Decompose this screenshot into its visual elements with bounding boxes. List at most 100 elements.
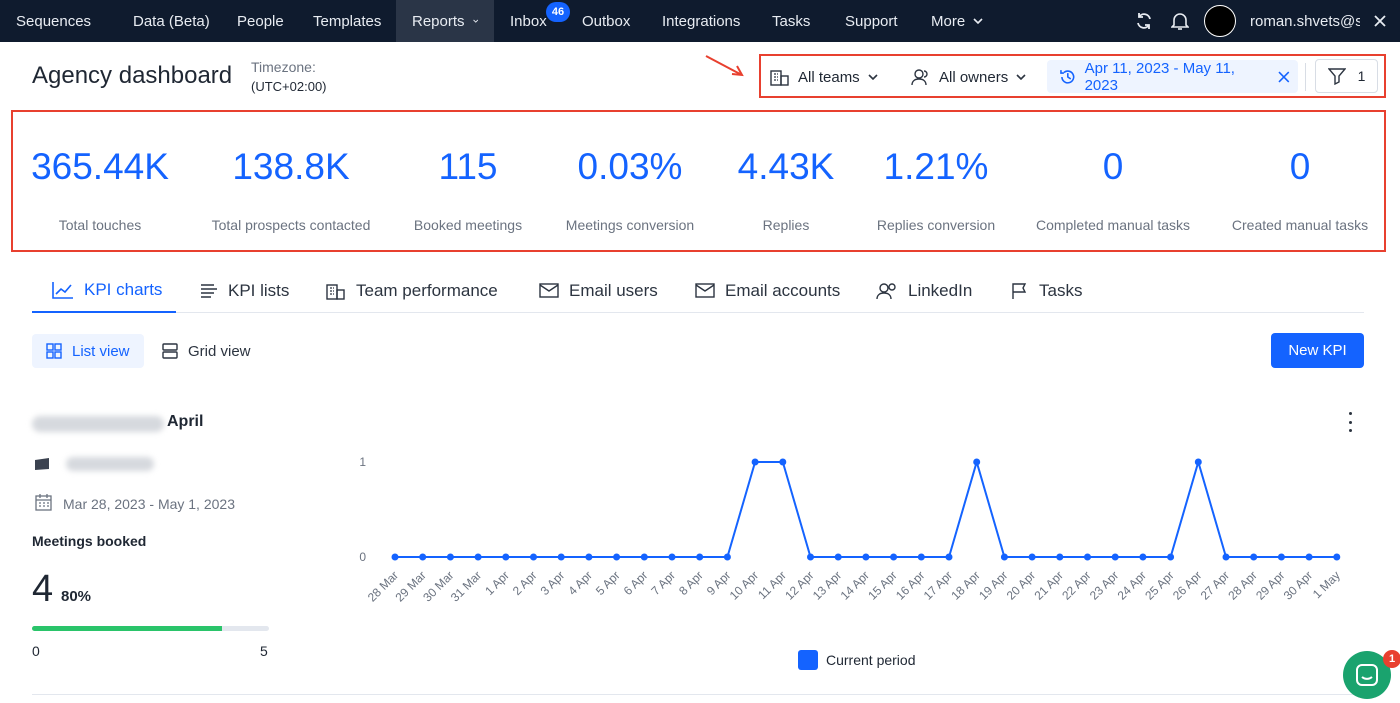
tab-team-performance[interactable]: Team performance	[326, 268, 498, 313]
y-tick-label: 0	[359, 550, 366, 564]
data-point[interactable]	[1139, 553, 1147, 561]
data-point[interactable]	[1333, 553, 1341, 561]
tab-tasks[interactable]: Tasks	[1011, 268, 1082, 313]
kpi-label: Total touches	[58, 217, 142, 233]
data-point[interactable]	[1084, 553, 1091, 561]
x-tick-label: 11 Apr	[755, 568, 789, 602]
x-tick-label: 16 Apr	[893, 568, 927, 602]
nav-reports[interactable]: Reports	[396, 0, 494, 42]
x-tick-label: 22 Apr	[1059, 568, 1093, 602]
x-tick-label: 25 Apr	[1142, 568, 1176, 602]
user-name[interactable]: roman.shvets@s...	[1250, 12, 1360, 30]
data-point[interactable]	[640, 553, 648, 561]
data-point[interactable]	[696, 553, 704, 561]
data-point[interactable]	[391, 553, 399, 561]
x-tick-label: 15 Apr	[865, 568, 899, 602]
data-point[interactable]	[890, 553, 898, 561]
refresh-icon[interactable]	[1126, 0, 1162, 42]
data-point[interactable]	[1305, 553, 1313, 561]
x-tick-label: 8 Apr	[676, 568, 706, 598]
nav-templates[interactable]: Templates	[297, 0, 396, 42]
nav-people[interactable]: People	[221, 0, 297, 42]
data-point[interactable]	[557, 553, 565, 561]
blurred-owner	[66, 457, 154, 471]
x-tick-label: 28 Apr	[1225, 568, 1259, 602]
inbox-count-badge: 46	[546, 2, 570, 22]
list-icon	[201, 283, 217, 298]
nav-label: Templates	[313, 12, 382, 30]
annotation-arrow-icon	[705, 55, 744, 77]
folder-icon	[35, 458, 49, 470]
nav-inbox[interactable]: Inbox 46	[494, 0, 570, 42]
data-point[interactable]	[1194, 458, 1202, 466]
legend-label: Current period	[826, 652, 916, 668]
nav-label: Inbox	[510, 12, 547, 30]
data-point[interactable]	[1111, 553, 1119, 561]
tab-email-users[interactable]: Email users	[539, 268, 658, 313]
tab-linkedin[interactable]: LinkedIn	[876, 268, 972, 313]
data-point[interactable]	[585, 553, 593, 561]
chevron-down-icon	[868, 74, 878, 80]
rows-icon	[162, 343, 178, 359]
data-point[interactable]	[530, 553, 537, 561]
data-point[interactable]	[1000, 553, 1008, 561]
bell-icon[interactable]	[1162, 0, 1198, 42]
data-point[interactable]	[723, 553, 731, 561]
data-point[interactable]	[1167, 553, 1175, 561]
date-range-filter[interactable]: Apr 11, 2023 - May 11, 2023	[1047, 60, 1298, 94]
users-icon	[876, 282, 896, 299]
x-tick-label: 4 Apr	[565, 568, 595, 598]
tab-label: LinkedIn	[908, 280, 973, 300]
data-point[interactable]	[1028, 553, 1036, 561]
more-options-icon[interactable]	[1343, 412, 1357, 432]
data-point[interactable]	[613, 553, 621, 561]
data-point[interactable]	[474, 553, 482, 561]
grid-view-button[interactable]: Grid view	[148, 334, 265, 368]
owners-filter[interactable]: All owners	[911, 62, 1034, 92]
data-point[interactable]	[502, 553, 510, 561]
nav-sequences[interactable]: Sequences	[0, 0, 117, 42]
data-point[interactable]	[779, 458, 787, 466]
tab-email-accounts[interactable]: Email accounts	[695, 268, 840, 313]
teams-filter[interactable]: All teams	[770, 62, 886, 92]
data-point[interactable]	[1056, 553, 1064, 561]
kpi-label: Total prospects contacted	[211, 217, 371, 233]
x-tick-label: 1 Apr	[482, 568, 512, 598]
clear-date-icon[interactable]	[1278, 71, 1290, 83]
data-point[interactable]	[917, 553, 925, 561]
data-point[interactable]	[1277, 553, 1285, 561]
tab-kpi-lists[interactable]: KPI lists	[200, 268, 289, 313]
data-point[interactable]	[973, 458, 981, 466]
close-icon[interactable]	[1360, 0, 1400, 42]
data-point[interactable]	[834, 553, 842, 561]
x-tick-label: 29 Apr	[1253, 568, 1287, 602]
nav-more[interactable]: More	[915, 0, 999, 42]
avatar[interactable]	[1204, 5, 1236, 37]
nav-label: Integrations	[662, 12, 741, 30]
nav-outbox[interactable]: Outbox	[566, 0, 646, 42]
data-point[interactable]	[945, 553, 953, 561]
nav-data[interactable]: Data (Beta)	[117, 0, 221, 42]
data-point[interactable]	[668, 553, 676, 561]
chevron-down-icon	[472, 19, 478, 23]
data-point[interactable]	[1222, 553, 1230, 561]
data-point[interactable]	[862, 553, 870, 561]
nav-tasks[interactable]: Tasks	[756, 0, 829, 42]
data-point[interactable]	[1250, 553, 1258, 561]
list-view-button[interactable]: List view	[32, 334, 144, 368]
kpi-value: 4.43K	[737, 146, 835, 187]
x-tick-label: 1 May	[1310, 568, 1343, 601]
users-icon	[911, 69, 928, 86]
data-point[interactable]	[419, 553, 427, 561]
data-point[interactable]	[807, 553, 814, 561]
tab-kpi-charts[interactable]: KPI charts	[32, 268, 176, 313]
data-point[interactable]	[751, 458, 759, 466]
filter-button[interactable]: 1	[1315, 59, 1378, 93]
data-point[interactable]	[446, 553, 454, 561]
new-kpi-button[interactable]: New KPI	[1271, 333, 1364, 368]
nav-integrations[interactable]: Integrations	[646, 0, 756, 42]
progress-max: 5	[260, 643, 268, 659]
nav-support[interactable]: Support	[829, 0, 915, 42]
x-tick-label: 21 Apr	[1031, 568, 1065, 602]
chart-legend[interactable]: Current period	[798, 650, 916, 670]
